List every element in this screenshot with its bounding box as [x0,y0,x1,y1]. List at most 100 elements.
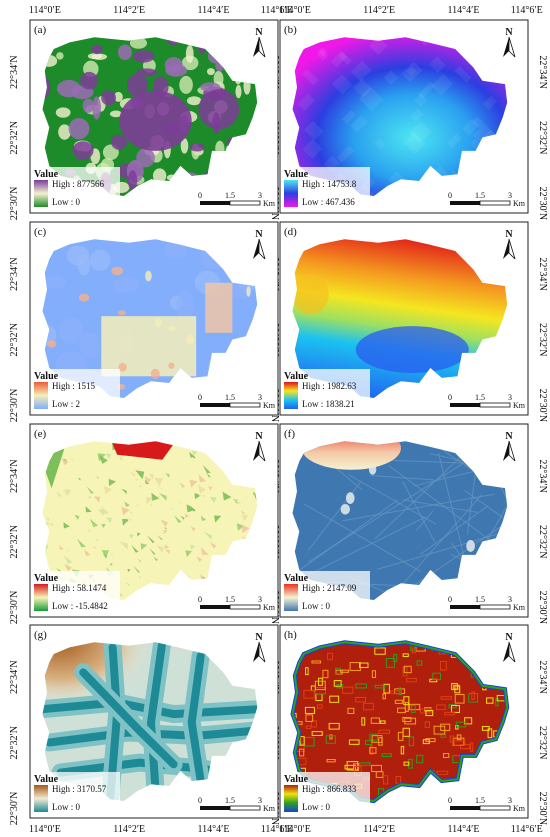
north-arrow-icon: N [253,229,266,260]
scale-tick-1: 1.5 [475,595,485,604]
scale-bar: 0 1.5 3Km [448,592,526,612]
legend-low-label: Low : 0 [302,601,330,611]
top-lon-tick-label: 114°4′E [448,5,480,16]
left-lat-tick-label: 22°32′N [9,726,20,759]
bottom-lon-tick-label: 114°6′E [261,824,293,835]
scale-unit: Km [513,401,526,410]
scale-tick-2: 3 [258,796,262,805]
scale-unit: Km [513,804,526,813]
north-label: N [505,431,513,442]
legend-title: Value [34,371,59,382]
scale-tick-2: 3 [508,595,512,604]
right-lat-tick-label: 22°32′N [537,121,548,154]
legend-title: Value [284,573,309,584]
top-lon-tick-label: 114°4′E [198,5,230,16]
legend-low-label: Low : 0 [302,802,330,812]
north-arrow-icon: N [253,27,266,58]
left-latitude-axis: 22°34′N 22°32′N 22°30′N 22°34′N 22°32′N 22°30… [9,55,20,825]
right-lat-tick-label: 22°34′N [537,660,548,693]
bottom-lon-tick-label: 114°2′E [363,824,395,835]
left-lat-tick-label: 22°32′N [9,525,20,558]
legend-low-label: Low : -15.4842 [52,601,108,611]
top-lon-tick-label: 114°0′E [279,5,311,16]
north-arrow-icon: N [503,27,516,58]
scale-tick-0: 0 [448,595,452,604]
top-lon-tick-label: 114°6′E [511,5,543,16]
scale-tick-0: 0 [448,796,452,805]
legend-high-label: High : 3170.57 [52,784,107,794]
legend-high-label: High : 1515 [52,381,96,391]
legend-high-label: High : 1982.63 [302,381,357,391]
scale-tick-1: 1.5 [475,393,485,402]
legend-low-label: Low : 0 [52,197,80,207]
scale-tick-2: 3 [508,393,512,402]
right-lat-tick-label: 22°34′N [537,55,548,88]
legend-color-ramp [34,785,48,812]
panel-letter: (b) [284,24,297,36]
legend-high-label: High : 14753.8 [302,179,357,189]
legend-color-ramp [284,180,298,207]
left-lat-tick-label: 22°32′N [9,121,20,154]
north-label: N [505,632,513,643]
north-arrow-icon: N [503,632,516,663]
north-label: N [255,431,263,442]
scale-bar: 0 1.5 3Km [198,793,276,813]
left-lat-tick-label: 22°32′N [9,323,20,356]
north-label: N [505,27,513,38]
bottom-lon-tick-label: 114°4′E [198,824,230,835]
panel-letter: (f) [284,428,295,440]
left-lat-tick-label: 22°34′N [9,257,20,290]
left-lat-tick-label: 22°30′N [9,187,20,220]
scale-tick-0: 0 [198,595,202,604]
scale-tick-2: 3 [508,191,512,200]
scale-tick-0: 0 [198,796,202,805]
scale-tick-2: 3 [258,191,262,200]
bottom-lon-tick-label: 114°0′E [279,824,311,835]
right-lat-tick-label: 22°34′N [537,257,548,290]
legend-color-ramp [34,584,48,611]
scale-unit: Km [263,401,276,410]
north-label: N [255,632,263,643]
bottom-lon-tick-label: 114°2′E [113,824,145,835]
legend-high-label: High : 58.1474 [52,583,107,593]
legend-title: Value [284,169,309,180]
legend-color-ramp [284,382,298,409]
scale-unit: Km [263,199,276,208]
left-lat-tick-label: 22°30′N [9,792,20,825]
scale-tick-2: 3 [258,393,262,402]
legend-title: Value [34,169,59,180]
legend-title: Value [34,573,59,584]
scale-unit: Km [513,199,526,208]
panel-letter: (d) [284,226,297,238]
scale-tick-2: 3 [508,796,512,805]
legend-high-label: High : 2147.09 [302,583,357,593]
legend-title: Value [284,774,309,785]
legend-title: Value [284,371,309,382]
scale-tick-0: 0 [448,191,452,200]
right-lat-tick-label: 22°32′N [537,525,548,558]
legend-low-label: Low : 2 [52,399,80,409]
north-arrow-icon: N [503,431,516,462]
right-lat-tick-label: 22°30′N [537,389,548,422]
panel-letter: (c) [34,226,47,238]
scale-tick-1: 1.5 [225,191,235,200]
right-lat-tick-label: 22°32′N [537,323,548,356]
map-raster [292,37,508,196]
north-arrow-icon: N [253,632,266,663]
top-lon-tick-label: 114°2′E [113,5,145,16]
